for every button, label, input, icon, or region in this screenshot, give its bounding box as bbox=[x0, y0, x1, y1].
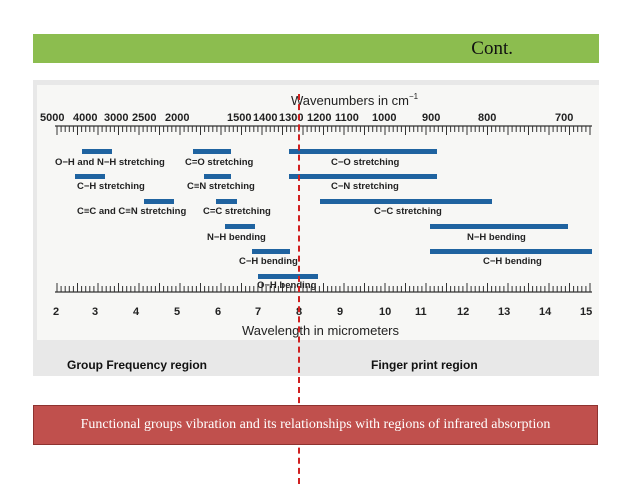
absorption-bars bbox=[75, 149, 592, 279]
bottom-tick-label: 13 bbox=[498, 306, 510, 318]
title-bar: Cont. bbox=[33, 34, 599, 63]
svg-text:O−H and N−H stretching: O−H and N−H stretching C=O stretching C−… bbox=[55, 157, 545, 291]
bottom-tick-label: 6 bbox=[215, 306, 221, 318]
bar-label: C−O stretching bbox=[331, 157, 400, 168]
top-tick-label: 4000 bbox=[73, 112, 97, 124]
bottom-tick-label: 5 bbox=[174, 306, 180, 318]
top-tick-label: 1400 bbox=[253, 112, 277, 124]
bar-label: O−H bending bbox=[257, 280, 317, 291]
bar-oh-nh-stretching bbox=[82, 149, 112, 154]
bar-label: C−C stretching bbox=[374, 206, 442, 217]
bottom-tick-label: 14 bbox=[539, 306, 552, 318]
top-tick-label: 1100 bbox=[335, 112, 359, 124]
bottom-tick-label: 3 bbox=[92, 306, 98, 318]
bottom-axis-title: Wavelength in micrometers bbox=[242, 323, 400, 338]
top-tick-label: 700 bbox=[555, 112, 573, 124]
slide-title: Cont. bbox=[471, 38, 513, 59]
bar-label: C−H bending bbox=[239, 256, 298, 267]
bottom-tick-label: 2 bbox=[53, 306, 59, 318]
bottom-tick-label: 4 bbox=[133, 306, 140, 318]
top-tick-label: 3000 bbox=[104, 112, 128, 124]
bar-cc-stretching bbox=[320, 199, 492, 204]
bar-cn-triple-stretching bbox=[204, 174, 231, 179]
top-tick-label: 5000 bbox=[40, 112, 64, 124]
bottom-tick-label: 12 bbox=[457, 306, 469, 318]
bar-label: C≡N stretching bbox=[187, 181, 255, 192]
bar-ch-stretching bbox=[75, 174, 105, 179]
bar-co-double-stretching bbox=[193, 149, 231, 154]
bar-cc-triple-stretching bbox=[144, 199, 174, 204]
fingerprint-region-label: Finger print region bbox=[371, 358, 478, 372]
bar-label: N−H bending bbox=[467, 232, 526, 243]
top-tick-label: 2000 bbox=[165, 112, 189, 124]
bar-label: C−H stretching bbox=[77, 181, 145, 192]
bar-label: C−N stretching bbox=[331, 181, 399, 192]
bar-ch-bending-left bbox=[252, 249, 290, 254]
region-divider-line bbox=[298, 94, 300, 484]
bar-cn-stretching bbox=[289, 174, 437, 179]
bar-label: C≡C and C≡N stretching bbox=[77, 206, 186, 217]
bar-nh-bending-left bbox=[225, 224, 255, 229]
chart-svg: Wavenumbers in cm−1 5000 4000 3000 2500 … bbox=[40, 92, 592, 338]
bar-label: C−H bending bbox=[483, 256, 542, 267]
top-tick-label: 1200 bbox=[307, 112, 331, 124]
bottom-tick-label: 10 bbox=[379, 306, 391, 318]
top-axis-title: Wavenumbers in cm−1 bbox=[291, 92, 419, 108]
bottom-tick-label: 9 bbox=[337, 306, 343, 318]
group-frequency-region-label: Group Frequency region bbox=[67, 358, 208, 372]
bottom-tick-label: 15 bbox=[580, 306, 592, 318]
bar-label: O−H and N−H stretching bbox=[55, 157, 165, 168]
ir-correlation-chart: Wavenumbers in cm−1 5000 4000 3000 2500 … bbox=[37, 85, 599, 340]
top-tick-label: 1500 bbox=[227, 112, 251, 124]
bar-label: C=C stretching bbox=[203, 206, 271, 217]
svg-text:5000 4000 3000: 5000 4000 3000 2500 2000 1500 1400 1300 … bbox=[40, 112, 573, 124]
top-tick-label: 1000 bbox=[372, 112, 396, 124]
bar-label: C=O stretching bbox=[185, 157, 254, 168]
top-tick-label: 900 bbox=[422, 112, 440, 124]
caption-box: Functional groups vibration and its rela… bbox=[33, 405, 598, 445]
top-tick-label: 800 bbox=[478, 112, 496, 124]
bar-label: N−H bending bbox=[207, 232, 266, 243]
bottom-tick-label: 11 bbox=[415, 306, 427, 318]
bar-nh-bending-right bbox=[430, 224, 568, 229]
bar-ch-bending-right bbox=[430, 249, 592, 254]
bottom-tick-label: 7 bbox=[255, 306, 261, 318]
bar-oh-bending bbox=[258, 274, 318, 279]
top-tick-label: 2500 bbox=[132, 112, 156, 124]
svg-text:2 3 4: 2 3 4 5 6 7 8 9 10 11 12 13 14 15 bbox=[53, 306, 592, 318]
bar-co-stretching bbox=[289, 149, 437, 154]
caption-text: Functional groups vibration and its rela… bbox=[80, 417, 551, 432]
bar-cc-double-stretching bbox=[216, 199, 237, 204]
top-tick-label: 1300 bbox=[279, 112, 303, 124]
